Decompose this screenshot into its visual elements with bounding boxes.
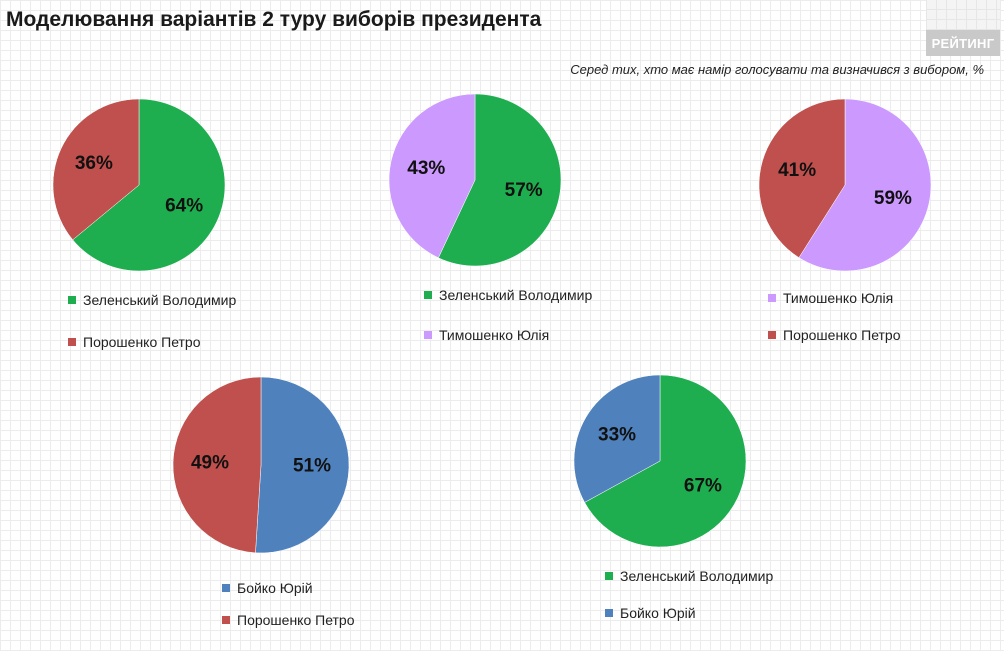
legend-swatch <box>424 331 432 339</box>
slice-data-label: 33% <box>598 425 636 446</box>
brand-logo-backdrop <box>926 0 1000 30</box>
chart-subtitle: Серед тих, хто має намір голосувати та в… <box>570 62 984 77</box>
slice-data-label: 36% <box>75 153 113 174</box>
pie-slice <box>388 93 476 259</box>
page-title: Моделювання варіантів 2 туру виборів пре… <box>6 8 542 31</box>
slice-data-label: 49% <box>191 452 229 473</box>
slice-data-label: 41% <box>778 160 816 181</box>
legend-swatch <box>222 584 230 592</box>
legend-label: Зеленський Володимир <box>620 568 774 584</box>
legend-label: Бойко Юрій <box>237 580 313 596</box>
legend-item: Зеленський Володимир <box>605 568 773 584</box>
legend-swatch <box>68 296 76 304</box>
legend-label: Зеленський Володимир <box>83 292 237 308</box>
pie-slice <box>584 374 747 548</box>
pie-chart-1: 64% 36% <box>52 98 226 272</box>
legend-swatch <box>222 616 230 624</box>
pie-chart-2: 57% 43% <box>388 93 562 267</box>
pie-slice <box>573 374 661 503</box>
legend-item: Зеленський Володимир <box>68 292 236 308</box>
pie-slice <box>72 98 226 272</box>
pie-chart-5: 67% 33% <box>573 374 747 548</box>
pie-slice <box>255 376 350 554</box>
slice-data-label: 67% <box>684 475 722 496</box>
legend-swatch <box>424 291 432 299</box>
pie-chart-3: 59% 41% <box>758 98 932 272</box>
legend-item: Бойко Юрій <box>605 605 696 621</box>
legend-item: Порошенко Петро <box>768 327 901 343</box>
legend-item: Порошенко Петро <box>68 334 201 350</box>
slice-data-label: 43% <box>407 158 445 179</box>
slice-data-label: 57% <box>505 180 543 201</box>
pie-slice <box>798 98 932 272</box>
legend-label: Порошенко Петро <box>783 327 901 343</box>
legend-item: Тимошенко Юлія <box>768 290 893 306</box>
legend-item: Тимошенко Юлія <box>424 327 549 343</box>
legend-swatch <box>768 294 776 302</box>
legend-label: Порошенко Петро <box>237 612 355 628</box>
legend-label: Бойко Юрій <box>620 605 696 621</box>
slice-data-label: 51% <box>293 456 331 477</box>
legend-label: Зеленський Володимир <box>439 287 593 303</box>
legend-label: Порошенко Петро <box>83 334 201 350</box>
legend-swatch <box>605 572 613 580</box>
pie-chart-4: 51% 49% <box>172 376 350 554</box>
pie-slice <box>438 93 562 267</box>
pie-slice <box>758 98 846 258</box>
legend-swatch <box>768 331 776 339</box>
brand-logo: РЕЙТИНГ <box>926 30 1000 56</box>
slice-data-label: 59% <box>874 188 912 209</box>
legend-item: Зеленський Володимир <box>424 287 592 303</box>
legend-item: Бойко Юрій <box>222 580 313 596</box>
slice-data-label: 64% <box>165 195 203 216</box>
legend-label: Тимошенко Юлія <box>439 327 550 343</box>
pie-slice <box>172 376 262 554</box>
pie-slice <box>52 98 140 241</box>
legend-label: Тимошенко Юлія <box>783 290 894 306</box>
legend-swatch <box>68 338 76 346</box>
legend-swatch <box>605 609 613 617</box>
legend-item: Порошенко Петро <box>222 612 355 628</box>
